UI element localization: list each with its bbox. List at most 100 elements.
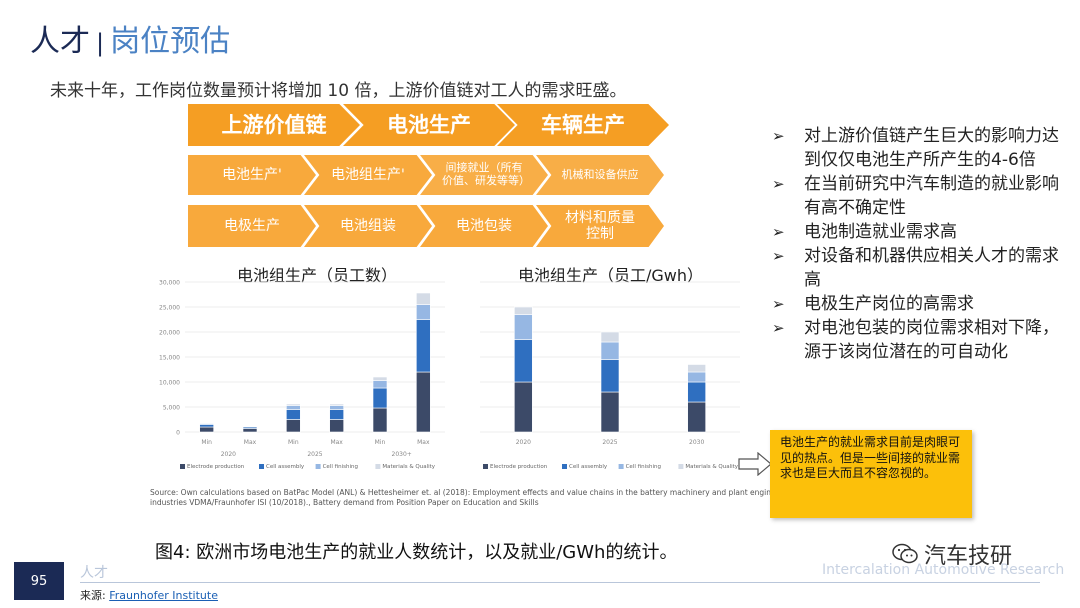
bar-segment	[199, 424, 214, 428]
bar-segment	[687, 371, 706, 383]
legend-swatch	[483, 464, 488, 469]
chevron-battery-production: 电池生产	[343, 104, 515, 146]
bar-segment	[286, 405, 301, 410]
bar-segment	[600, 359, 620, 393]
legend-label: Materials & Quality	[685, 464, 738, 470]
chevron-upstream: 上游价值链	[188, 104, 360, 146]
legend-label: Cell assembly	[266, 464, 305, 470]
bar-segment	[242, 428, 258, 433]
x-tick-label: Min	[375, 439, 386, 446]
x-group-label: 2025	[307, 451, 322, 458]
legend-label: Materials & Quality	[382, 464, 435, 470]
chart-employees-per-gwh: 2020 2025 2030 Electrode production Cell ass…	[480, 281, 740, 470]
source-link[interactable]: Fraunhofer Institute	[109, 589, 218, 602]
bar-segment	[687, 381, 706, 403]
y-tick-label: 30,000	[159, 280, 180, 287]
chevron-r2-1: 电池生产'	[188, 155, 316, 195]
bar-segment	[600, 341, 620, 360]
chevron-r2-2: 电池组生产'	[304, 155, 432, 195]
legend-swatch	[259, 464, 264, 469]
title-sub: 岗位预估	[110, 24, 231, 59]
x-group-label: 2020	[221, 451, 236, 458]
bar-segment	[286, 409, 301, 420]
footer-divider	[80, 582, 1040, 583]
arrow-bullet-icon: ➢	[772, 247, 785, 265]
arrow-bullet-icon: ➢	[772, 127, 785, 145]
bar-segment	[687, 401, 706, 433]
bullet-item: ➢ 电极生产岗位的高需求	[772, 294, 974, 314]
x-tick-label: Max	[417, 439, 430, 446]
bar-segment	[329, 409, 344, 420]
arrow-bullet-icon: ➢	[772, 175, 785, 193]
x-tick-label: 2025	[602, 439, 617, 446]
chevron-r3-3: 电池包装	[420, 205, 548, 247]
x-tick-label: 2020	[516, 439, 531, 446]
page-title: 人才 | 岗位预估	[30, 16, 230, 60]
bar-segment	[416, 371, 431, 433]
watermark: 汽车技研	[892, 538, 1012, 570]
bar-segment	[514, 314, 533, 340]
source-note: Source: Own calculations based on BatPac…	[150, 488, 795, 507]
page-number: 95	[14, 562, 64, 600]
arrow-bullet-icon: ➢	[772, 319, 785, 337]
chart1-title: 电池组生产（员工数）	[237, 266, 398, 285]
bar-segment	[372, 376, 388, 381]
legend-swatch	[315, 464, 321, 469]
x-tick-label: Max	[244, 439, 257, 446]
legend-label: Cell assembly	[569, 464, 608, 470]
bar-segment	[514, 339, 533, 383]
y-tick-label: 10,000	[159, 380, 180, 387]
chevron-vehicle-production: 车辆生产	[497, 104, 669, 146]
footer-source: 来源: Fraunhofer Institute	[80, 589, 218, 602]
arrow-bullet-icon: ➢	[772, 295, 785, 313]
figure-caption: 图4: 欧洲市场电池生产的就业人数统计，以及就业/GWh的统计。	[155, 542, 678, 563]
footer-right-text: Intercalation Automotive Research	[822, 562, 1065, 578]
legend-swatch	[562, 464, 567, 469]
title-main: 人才	[30, 24, 90, 59]
bar-segment	[329, 405, 344, 410]
legend-swatch	[180, 464, 185, 469]
chart-employees: 30,000 25,000 20,000 15,000 10,000 5,000 0 Min M…	[159, 280, 445, 470]
page-subtitle: 未来十年，工作岗位数量预计将增加 10 倍，上游价值链对工人的需求旺盛。	[50, 81, 627, 101]
bar-segment	[199, 422, 214, 424]
bar-segment	[514, 381, 533, 433]
bullet-item: ➢ 对电池包装的岗位需求相对下降，源于该岗位潜在的可自动化	[772, 318, 1059, 362]
bar-segment	[687, 364, 706, 373]
bar-segment	[329, 403, 344, 406]
x-tick-label: Min	[201, 439, 212, 446]
footer-category: 人才	[80, 565, 108, 581]
bar-segment	[242, 425, 258, 427]
bullet-item: ➢ 在当前研究中汽车制造的就业影响有高不确定性	[772, 174, 1059, 218]
wechat-icon	[892, 543, 918, 564]
bullet-item: ➢ 对设备和机器供应相关人才的需求高	[772, 246, 1059, 290]
bar-segment	[600, 331, 620, 343]
bar-segment	[286, 419, 301, 433]
bar-segment	[514, 306, 533, 315]
bar-segment	[286, 403, 301, 406]
y-tick-label: 15,000	[159, 355, 180, 362]
legend-label: Electrode production	[187, 464, 245, 470]
bullet-item: ➢ 电池制造就业需求高	[772, 222, 957, 242]
x-tick-label: Min	[288, 439, 299, 446]
callout-arrow-icon	[738, 452, 772, 476]
chevron-r2-4: 机械和设备供应	[536, 155, 664, 195]
chevron-r3-4: 材料和质量控制	[536, 205, 664, 247]
legend-label: Cell finishing	[626, 464, 661, 470]
x-tick-label: Max	[330, 439, 343, 446]
bullet-list: ➢ 对上游价值链产生巨大的影响力达到仅仅电池生产所产生的4-6倍 ➢ 在当前研究中汽…	[770, 124, 1060, 364]
legend-label: Cell finishing	[323, 464, 358, 470]
x-tick-label: 2030	[689, 439, 704, 446]
y-tick-label: 25,000	[159, 305, 180, 312]
legend-label: Electrode production	[490, 464, 548, 470]
bar-segment	[416, 319, 431, 373]
legend-swatch	[678, 464, 684, 469]
x-group-label: 2030+	[392, 451, 412, 458]
bar-segment	[600, 391, 620, 433]
bar-segment	[416, 304, 431, 320]
chart2-title: 电池组生产（员工/Gwh）	[518, 266, 704, 285]
chevron-r2-3: 间接就业（所有价值、研发等等）	[420, 155, 548, 195]
chevron-r3-2: 电池组装	[304, 205, 432, 247]
bar-segment	[372, 380, 388, 389]
chevron-r3-1: 电极生产	[188, 205, 316, 247]
y-tick-label: 5,000	[163, 405, 180, 412]
